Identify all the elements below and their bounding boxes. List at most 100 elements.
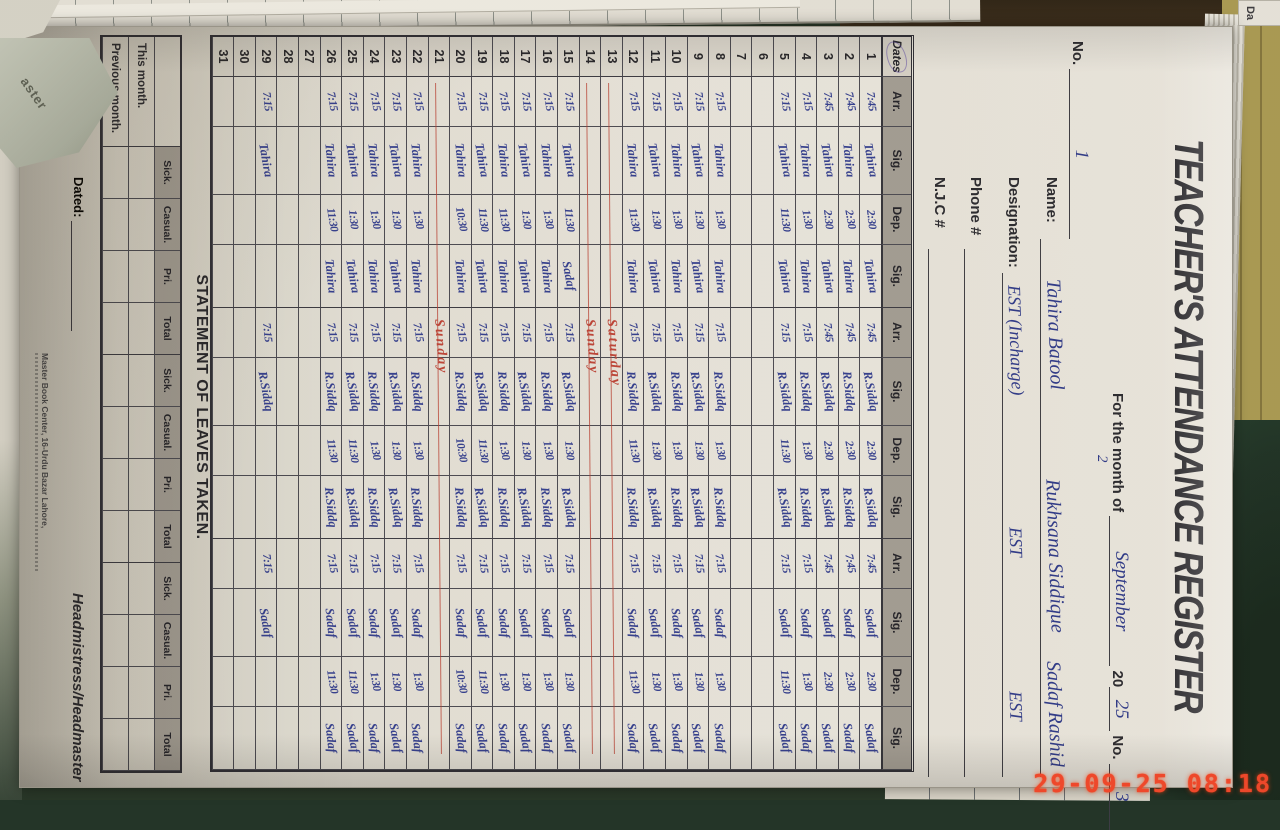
signature-cell <box>730 245 752 308</box>
time-cell: 1:30 <box>536 426 558 476</box>
teacher3-name: Sadaf Rashid <box>1041 661 1068 768</box>
time-cell <box>276 538 298 589</box>
signature-cell: Tahira <box>859 245 881 308</box>
signature-handwriting: Tahira <box>539 143 555 178</box>
time-cell <box>212 76 234 127</box>
time-cell <box>276 307 298 358</box>
time-cell: 7:15 <box>492 307 514 358</box>
time-handwriting: 7:15 <box>496 553 511 574</box>
leaves-empty-cell <box>102 562 128 615</box>
signature-handwriting: Sadaf <box>712 722 728 753</box>
time-cell: 7:15 <box>514 538 536 589</box>
signature-handwriting: Tahira <box>366 143 382 178</box>
time-cell: 11:30 <box>341 426 363 476</box>
signature-cell <box>751 245 773 308</box>
signature-handwriting: Sadaf <box>409 722 425 753</box>
signature-cell: R.Siddq <box>557 358 579 426</box>
time-handwriting: 1:30 <box>539 440 554 461</box>
col-header-cell: Sig. <box>881 127 911 195</box>
leaves-empty-cell <box>102 615 128 667</box>
col-header-cell: Arr. <box>881 307 911 358</box>
time-cell: 7:15 <box>406 76 428 127</box>
signature-cell: Sadaf <box>363 707 385 770</box>
time-cell: 7:15 <box>255 76 277 127</box>
time-cell: 1:30 <box>557 426 579 476</box>
signature-cell: Tahira <box>622 245 644 308</box>
date-cell: 24 <box>363 37 385 77</box>
signature-cell: R.Siddq <box>384 358 406 426</box>
time-handwriting: 7:15 <box>648 553 661 573</box>
signature-cell: Tahira <box>449 127 471 195</box>
signature-handwriting: R.Siddq <box>711 371 728 413</box>
time-handwriting: 1:30 <box>410 209 425 230</box>
time-handwriting: 1:30 <box>367 209 382 230</box>
signature-cell: Tahira <box>773 127 795 195</box>
time-handwriting: 11:30 <box>625 207 640 232</box>
signature-cell: Sadaf <box>406 589 428 657</box>
time-handwriting: 1:30 <box>799 209 814 230</box>
signature-handwriting: R.Siddq <box>343 370 362 412</box>
time-cell: 7:15 <box>536 538 558 589</box>
signature-handwriting: Tahira <box>775 143 793 179</box>
leaves-empty-cell <box>102 407 128 459</box>
time-cell: 7:45 <box>838 538 860 589</box>
pen-scribble-mark <box>883 39 909 75</box>
time-handwriting: 7:15 <box>367 553 382 574</box>
signature-cell: R.Siddq <box>492 358 514 426</box>
time-cell: 1:30 <box>384 657 406 707</box>
signature-cell: Tahira <box>708 127 730 195</box>
signature-cell: Sadaf <box>384 707 406 770</box>
leaves-empty-cell <box>128 251 154 303</box>
leaves-empty-cell <box>102 146 128 199</box>
time-handwriting: 1:30 <box>669 671 684 692</box>
signature-cell: R.Siddq <box>665 476 687 539</box>
signature-handwriting: Tahira <box>409 143 425 178</box>
signature-cell <box>730 707 752 770</box>
time-cell <box>428 76 450 127</box>
signature-cell: Sadaf <box>622 707 644 770</box>
time-cell <box>233 657 255 707</box>
signature-handwriting: Tahira <box>625 143 641 178</box>
time-cell: 7:15 <box>492 76 514 127</box>
col-header-cell: Arr. <box>881 76 911 127</box>
signature-cell: Sadaf <box>859 589 881 657</box>
signature-handwriting: R.Siddq <box>688 370 707 412</box>
time-cell <box>600 195 622 245</box>
signature-handwriting: R.Siddq <box>688 486 707 528</box>
signature-handwriting: R.Siddq <box>798 371 815 413</box>
signature-cell <box>428 589 450 657</box>
time-handwriting: 7:45 <box>864 322 877 342</box>
signature-cell <box>233 589 255 657</box>
date-cell: 19 <box>471 37 493 77</box>
time-cell: 11:30 <box>622 657 644 707</box>
attendance-row: 6 <box>751 37 773 770</box>
time-handwriting: 7:15 <box>539 91 554 112</box>
signature-cell <box>255 476 277 539</box>
time-handwriting: 7:15 <box>410 553 425 574</box>
signature-handwriting: Sadaf <box>841 722 857 753</box>
signature-handwriting: R.Siddq <box>409 486 426 528</box>
signature-cell: Tahira <box>514 245 536 308</box>
signature-cell <box>212 707 234 770</box>
leaves-empty-cell <box>128 354 154 407</box>
time-handwriting: 7:15 <box>562 91 575 111</box>
signature-handwriting: Sadaf <box>776 722 793 754</box>
signature-handwriting: Sadaf <box>539 607 555 638</box>
time-handwriting: 7:15 <box>367 322 382 343</box>
time-handwriting: 11:30 <box>345 669 359 694</box>
time-handwriting: 7:15 <box>778 553 791 573</box>
signature-handwriting: R.Siddq <box>538 486 555 528</box>
time-cell <box>233 426 255 476</box>
teacher3-designation: EST <box>1004 691 1026 722</box>
time-cell: 7:15 <box>471 307 493 358</box>
signature-cell: Sadaf <box>320 707 342 770</box>
time-cell <box>730 538 752 589</box>
time-cell: 11:30 <box>773 195 795 245</box>
col-header-cell: Sig. <box>881 476 911 539</box>
leaves-empty-cell <box>102 719 128 771</box>
time-cell <box>276 657 298 707</box>
time-handwriting: 7:15 <box>626 553 641 574</box>
